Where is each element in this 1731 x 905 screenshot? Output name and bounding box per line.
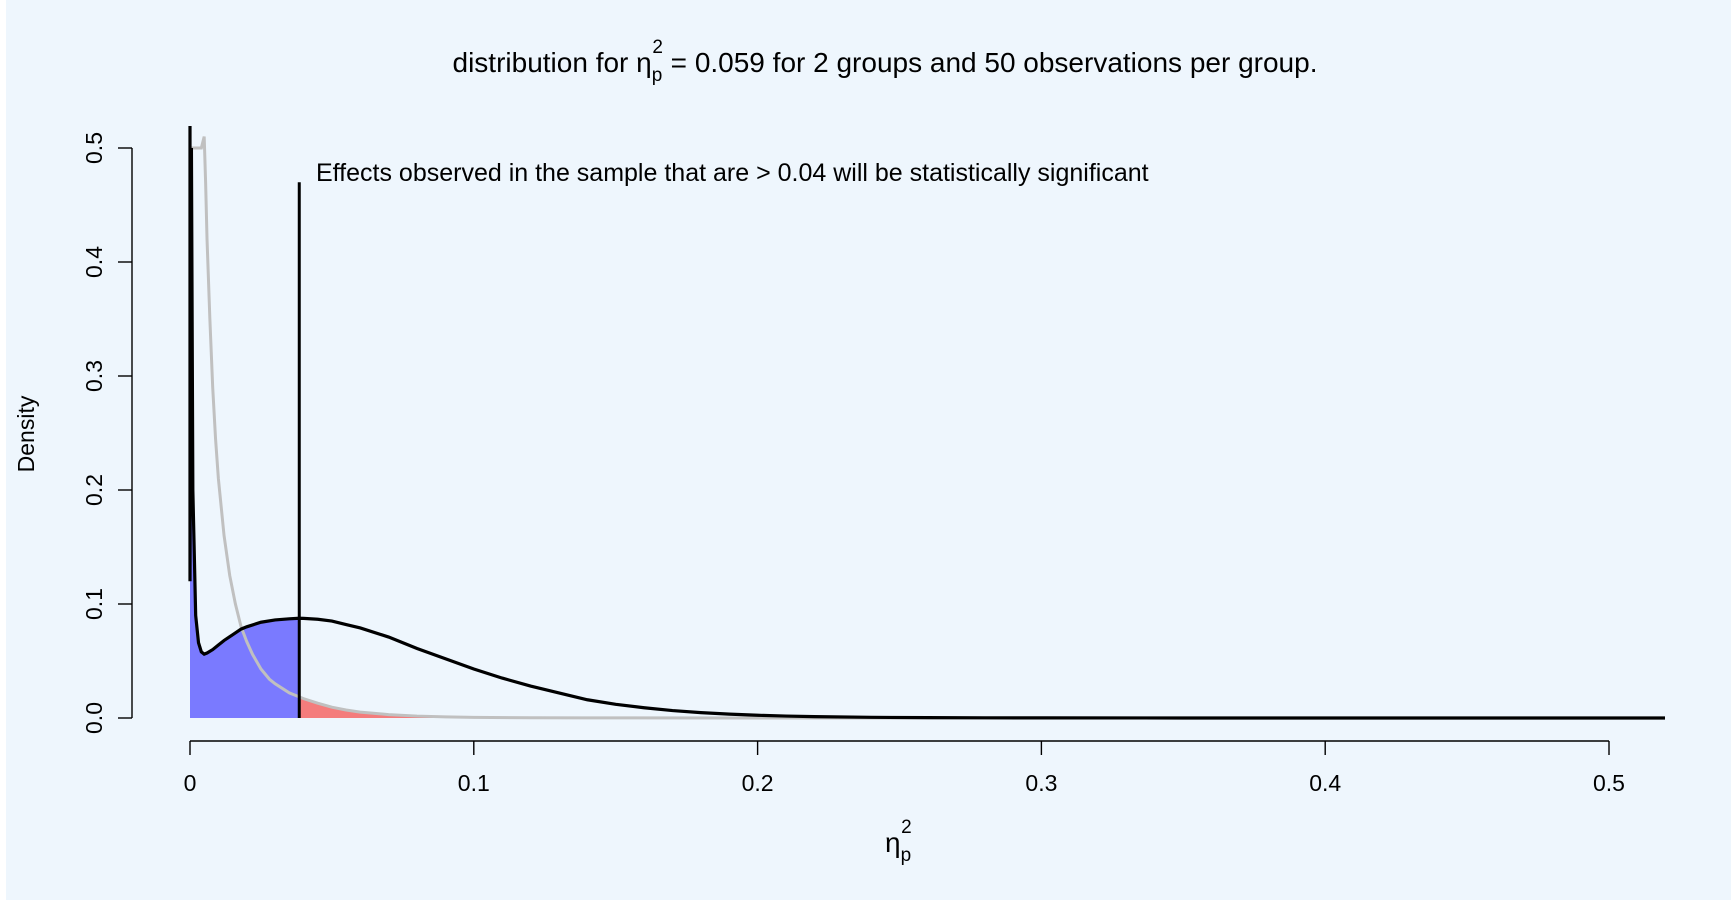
x-axis-label-subscript: p [901, 845, 912, 866]
title-subscript: p [652, 65, 663, 86]
title-symbol: η [636, 47, 652, 78]
curve-layer [188, 126, 1665, 720]
y-tick-label: 0.1 [81, 588, 107, 620]
x-tick-label: 0.2 [742, 770, 774, 796]
power-region [190, 148, 300, 718]
y-axis-label: Density [13, 395, 39, 472]
y-tick-label: 0.3 [81, 360, 107, 392]
title-value: 0.059 [695, 47, 765, 78]
null-distribution-curve [191, 136, 1665, 720]
fill-layer [190, 148, 616, 718]
x-tick-label: 0.5 [1593, 770, 1625, 796]
x-axis-label-symbol: η [885, 827, 901, 858]
x-axis-label: ηp 2 [885, 817, 912, 866]
y-tick-label: 0.5 [81, 132, 107, 164]
x-tick-label: 0.1 [458, 770, 490, 796]
x-axis: 0 0.1 0.2 0.3 0.4 0.5 [184, 740, 1625, 796]
y-axis: 0.0 0.1 0.2 0.3 0.4 0.5 [81, 132, 133, 734]
x-axis-label-superscript: 2 [901, 817, 912, 838]
plot-background [6, 0, 1731, 900]
title-equals: = [663, 47, 695, 78]
x-tick-label: 0.3 [1025, 770, 1057, 796]
alternative-distribution-curve [188, 126, 1665, 720]
y-tick-label: 0.0 [81, 702, 107, 734]
y-tick-label: 0.2 [81, 474, 107, 506]
title-suffix: for 2 groups and 50 observations per gro… [765, 47, 1318, 78]
x-tick-label: 0.4 [1309, 770, 1341, 796]
title-superscript: 2 [652, 37, 663, 58]
title-prefix: distribution for [453, 47, 637, 78]
chart-title: distribution for ηp 2 = 0.059 for 2 group… [453, 37, 1318, 86]
alpha-region [299, 696, 616, 718]
x-tick-label: 0 [184, 770, 197, 796]
y-tick-label: 0.4 [81, 246, 107, 278]
significance-annotation: Effects observed in the sample that are … [316, 159, 1149, 187]
